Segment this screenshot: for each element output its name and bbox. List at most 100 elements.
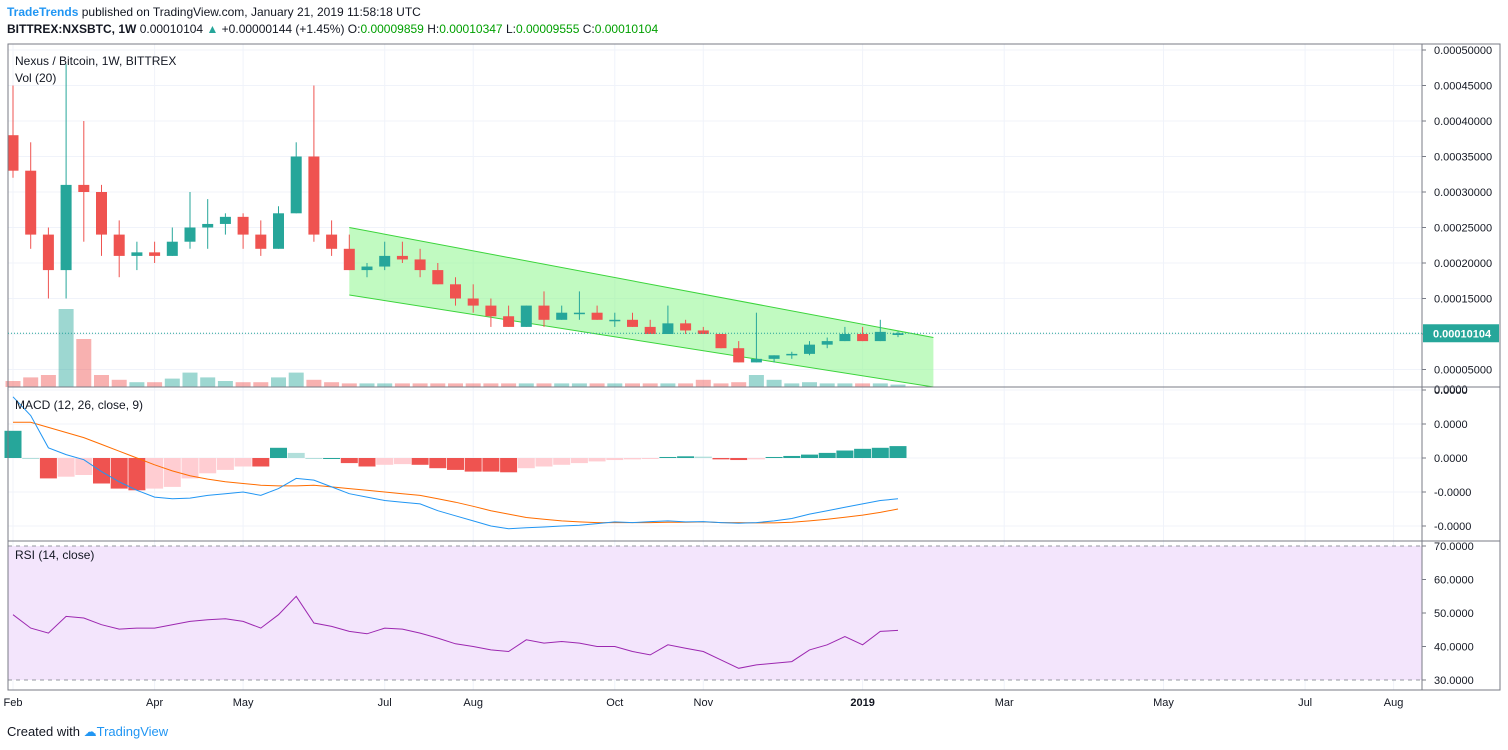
x-tick-label: May bbox=[233, 697, 254, 709]
price-axis-label: 0.00005000 bbox=[1434, 365, 1492, 377]
volume-bar bbox=[5, 381, 21, 387]
last-price: 0.00010104 bbox=[139, 22, 204, 36]
rsi-axis-label: 40.0000 bbox=[1434, 642, 1474, 654]
macd-histogram-bar bbox=[836, 450, 854, 458]
candle-body bbox=[520, 305, 532, 327]
volume-bar bbox=[695, 379, 711, 387]
macd-histogram-bar bbox=[783, 455, 801, 458]
x-tick-label: Apr bbox=[146, 697, 163, 709]
macd-histogram-bar bbox=[588, 458, 606, 462]
price-pane-title: Nexus / Bitcoin, 1W, BITTREX bbox=[15, 54, 176, 68]
macd-histogram-bar bbox=[482, 458, 500, 472]
rsi-band bbox=[8, 546, 1422, 680]
candle-body bbox=[874, 331, 886, 342]
macd-histogram-bar bbox=[694, 456, 712, 458]
candle-body bbox=[273, 213, 284, 249]
created-with-text: Created with bbox=[7, 724, 80, 739]
macd-histogram-bar bbox=[801, 454, 818, 458]
macd-histogram-bar bbox=[287, 452, 305, 458]
macd-line bbox=[12, 396, 899, 530]
price-axis-label: 0.00020000 bbox=[1434, 258, 1492, 270]
volume-bar bbox=[571, 383, 587, 387]
macd-histogram-bar bbox=[747, 458, 765, 460]
macd-histogram-bar bbox=[447, 458, 464, 470]
macd-histogram-bar bbox=[340, 458, 358, 464]
rsi-pane-title: RSI (14, close) bbox=[15, 548, 94, 562]
volume-bar bbox=[625, 383, 640, 387]
macd-histogram-bar bbox=[500, 458, 518, 473]
macd-histogram-bar bbox=[464, 458, 482, 472]
volume-bar bbox=[465, 383, 481, 387]
low-value: 0.00009555 bbox=[515, 22, 580, 36]
candle-body bbox=[396, 255, 408, 260]
candle-body bbox=[237, 216, 249, 235]
macd-axis-label: -0.0000 bbox=[1434, 521, 1471, 533]
channel-fill bbox=[349, 227, 934, 387]
x-tick-label: Oct bbox=[606, 697, 623, 709]
candle-body bbox=[25, 170, 37, 235]
macd-histogram-bar bbox=[730, 458, 748, 461]
symbol-line: BITTREX:NXSBTC, 1W 0.00010104 ▲ +0.00000… bbox=[7, 21, 1497, 38]
macd-axis-label: 0.0000 bbox=[1434, 384, 1468, 396]
chart-header: TradeTrends published on TradingView.com… bbox=[7, 4, 1497, 38]
open-value: 0.00009859 bbox=[360, 22, 424, 36]
candle-body bbox=[786, 353, 798, 356]
price-axis-label: 0.00035000 bbox=[1434, 152, 1492, 164]
candle-body bbox=[96, 192, 107, 235]
candle-body bbox=[42, 234, 54, 271]
macd-histogram-bar bbox=[889, 446, 907, 458]
candle-body bbox=[485, 305, 497, 317]
macd-histogram-bar bbox=[765, 456, 783, 458]
x-tick-label: Aug bbox=[1384, 697, 1404, 709]
candle-body bbox=[7, 135, 19, 171]
candle-body bbox=[573, 312, 585, 315]
candle-body bbox=[308, 156, 320, 235]
candle-body bbox=[326, 234, 338, 249]
macd-histogram-bar bbox=[57, 458, 75, 477]
volume-bar bbox=[111, 379, 127, 387]
low-label: L: bbox=[505, 22, 516, 36]
volume-bar bbox=[518, 383, 534, 387]
candle-body bbox=[697, 330, 709, 334]
macd-histogram-bar bbox=[358, 458, 376, 467]
macd-axis-label: 0.0000 bbox=[1434, 419, 1468, 431]
macd-histogram-bar bbox=[570, 458, 588, 464]
volume-bar bbox=[377, 383, 393, 387]
published-text: published on TradingView.com, January 21… bbox=[81, 5, 421, 19]
publisher-name[interactable]: TradeTrends bbox=[7, 5, 79, 19]
candle-body bbox=[591, 312, 603, 320]
macd-histogram-bar bbox=[234, 458, 252, 467]
high-label: H: bbox=[427, 22, 440, 36]
price-axis-label: 0.00040000 bbox=[1434, 116, 1492, 128]
candle-body bbox=[149, 252, 161, 256]
volume-bar bbox=[430, 383, 446, 387]
volume-bar bbox=[23, 377, 39, 387]
price-axis-label: 0.00050000 bbox=[1434, 45, 1492, 57]
volume-bar bbox=[341, 383, 357, 387]
volume-bar bbox=[483, 383, 499, 387]
macd-axis-label: 0.0000 bbox=[1434, 385, 1468, 397]
rsi-axis-label: 60.0000 bbox=[1434, 575, 1474, 587]
candle-body bbox=[290, 156, 302, 214]
volume-bar bbox=[802, 382, 817, 387]
macd-histogram-bar bbox=[376, 458, 394, 465]
candle-body bbox=[892, 333, 904, 336]
volume-bar bbox=[448, 383, 463, 387]
macd-histogram-bar bbox=[818, 452, 836, 458]
volume-bar bbox=[731, 382, 747, 387]
volume-bar bbox=[501, 383, 517, 387]
publish-line: TradeTrends published on TradingView.com… bbox=[7, 4, 1497, 21]
candle-body bbox=[821, 341, 833, 345]
candle-body bbox=[414, 259, 426, 271]
tradingview-brand[interactable]: TradingView bbox=[96, 724, 169, 739]
volume-bar bbox=[271, 377, 286, 387]
candle-body bbox=[839, 334, 851, 342]
rsi-axis-label: 50.0000 bbox=[1434, 608, 1474, 620]
x-tick-label: 2019 bbox=[850, 697, 874, 709]
candle-body bbox=[680, 323, 692, 331]
macd-histogram-bar bbox=[712, 458, 730, 460]
volume-bar bbox=[253, 382, 269, 387]
volume-bar bbox=[164, 378, 180, 387]
chart-canvas[interactable]: Feb Apr May Jul Aug Oct Nov 2019 Mar May Jul Aug 0.0… bbox=[0, 0, 1508, 720]
macd-histogram-bar bbox=[199, 458, 217, 474]
